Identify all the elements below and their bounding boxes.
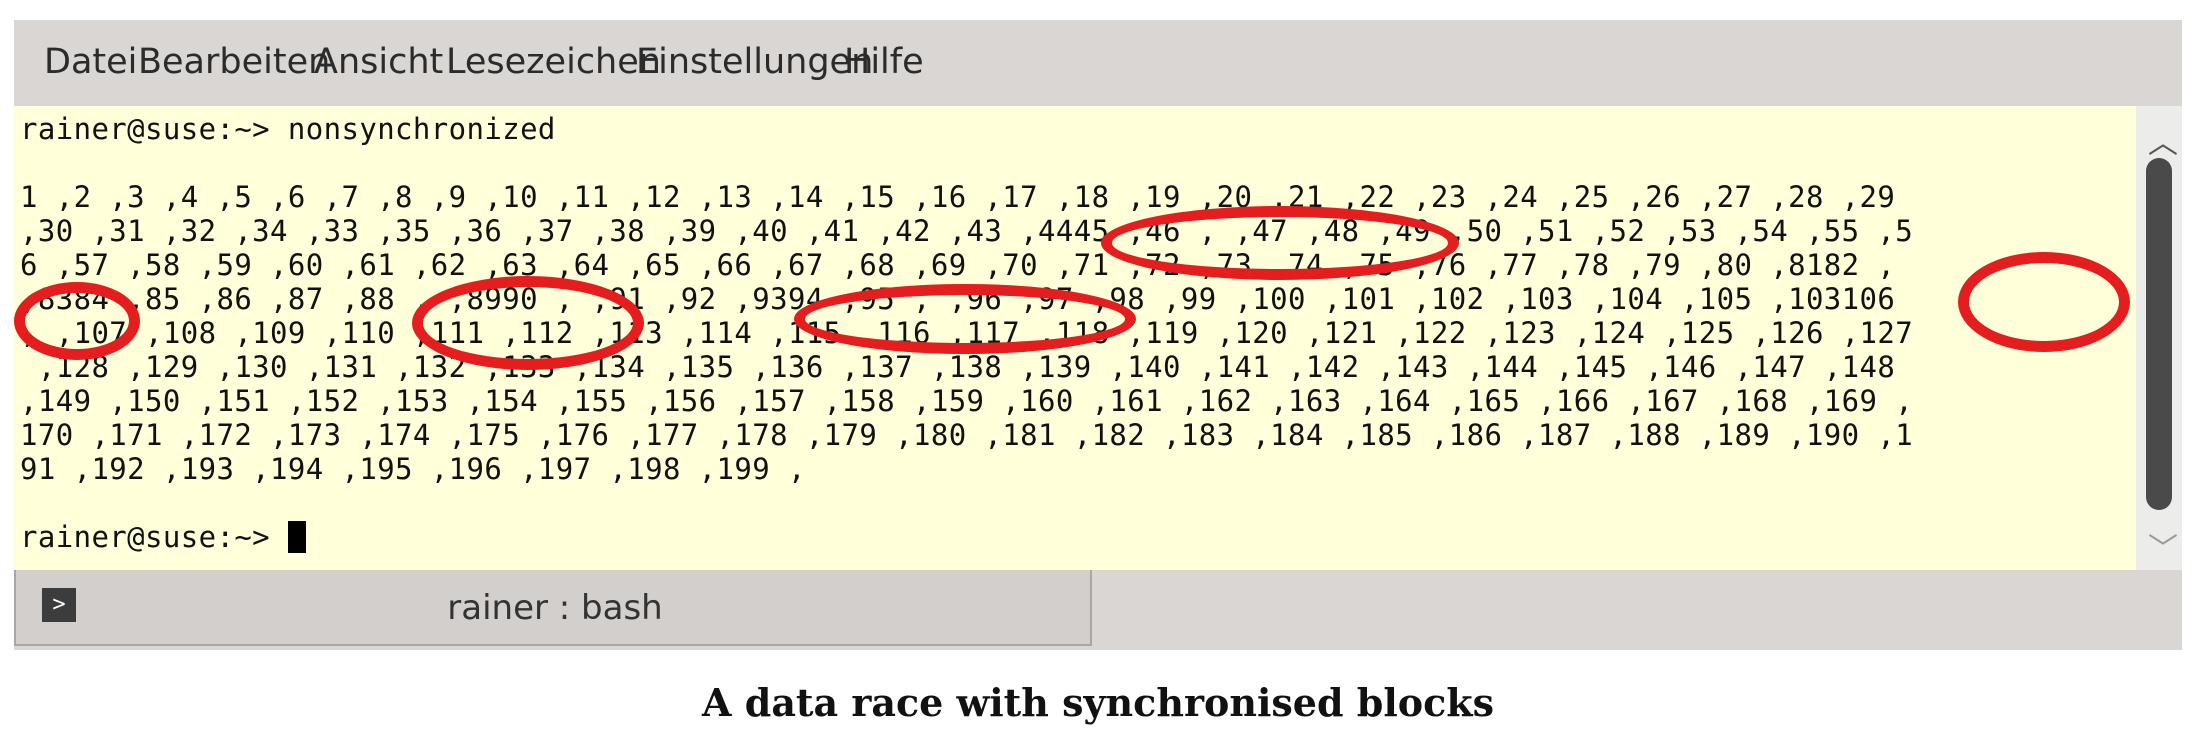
- terminal-window: Datei Bearbeiten Ansicht Lesezeichen Ein…: [14, 20, 2182, 650]
- figure-caption: A data race with synchronised blocks: [702, 680, 1494, 725]
- tab-bash[interactable]: > rainer : bash: [14, 570, 1092, 646]
- menu-bearbeiten[interactable]: Bearbeiten: [138, 42, 331, 82]
- menu-lesezeichen[interactable]: Lesezeichen: [446, 42, 661, 82]
- annotation-ellipse: [1101, 206, 1459, 280]
- output-line: 91 ,192 ,193 ,194 ,195 ,196 ,197 ,198 ,1…: [20, 452, 806, 486]
- prompt-line: rainer@suse:~>: [20, 520, 306, 554]
- prompt-text: rainer@suse:~>: [20, 520, 288, 554]
- menu-bar: Datei Bearbeiten Ansicht Lesezeichen Ein…: [14, 20, 2182, 106]
- menu-datei[interactable]: Datei: [44, 42, 138, 82]
- annotation-ellipse: [14, 282, 140, 360]
- scroll-up-icon[interactable]: ︿: [2148, 126, 2178, 161]
- scroll-down-icon[interactable]: ﹀: [2148, 532, 2178, 567]
- scroll-thumb[interactable]: [2146, 158, 2172, 510]
- annotation-ellipse: [794, 284, 1136, 354]
- menu-hilfe[interactable]: Hilfe: [844, 42, 924, 82]
- tab-bar: > rainer : bash: [14, 570, 2182, 650]
- terminal-output[interactable]: rainer@suse:~> nonsynchronized 1 ,2 ,3 ,…: [14, 106, 2136, 570]
- menu-einstellungen[interactable]: Einstellungen: [636, 42, 874, 82]
- output-line: ,30 ,31 ,32 ,34 ,33 ,35 ,36 ,37 ,38 ,39 …: [20, 214, 1914, 248]
- output-line: ,128 ,129 ,130 ,131 ,132 ,133 ,134 ,135 …: [20, 350, 1896, 384]
- text-cursor: [287, 521, 306, 553]
- annotation-ellipse: [1958, 252, 2130, 352]
- terminal-icon: >: [42, 588, 76, 622]
- output-line: 6 ,57 ,58 ,59 ,60 ,61 ,62 ,63 ,64 ,65 ,6…: [20, 248, 1896, 282]
- menu-ansicht[interactable]: Ansicht: [314, 42, 444, 82]
- annotation-ellipse: [412, 276, 644, 370]
- output-line: 170 ,171 ,172 ,173 ,174 ,175 ,176 ,177 ,…: [20, 418, 1914, 452]
- output-line: 1 ,2 ,3 ,4 ,5 ,6 ,7 ,8 ,9 ,10 ,11 ,12 ,1…: [20, 180, 1896, 214]
- output-line: ,149 ,150 ,151 ,152 ,153 ,154 ,155 ,156 …: [20, 384, 1914, 418]
- tab-label: rainer : bash: [447, 588, 663, 628]
- vertical-scrollbar[interactable]: ︿ ﹀: [2136, 106, 2182, 570]
- command-line: rainer@suse:~> nonsynchronized: [20, 112, 556, 146]
